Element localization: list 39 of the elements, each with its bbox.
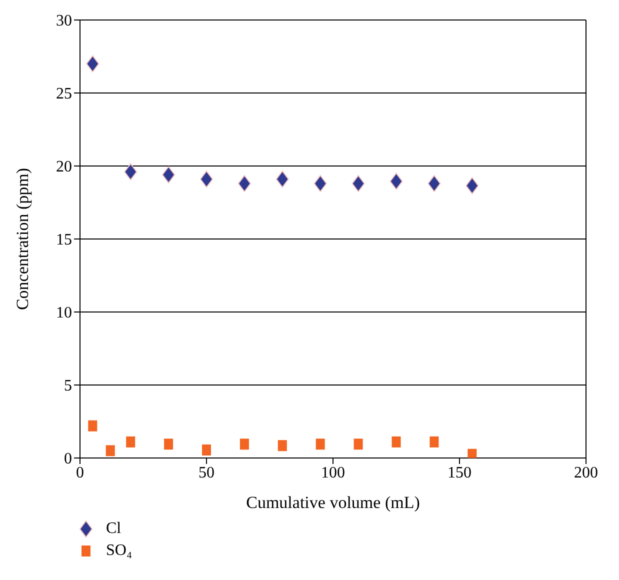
y-tick-label: 5 <box>64 378 72 395</box>
x-tick-label: 50 <box>198 464 214 482</box>
point <box>352 175 365 192</box>
x-tick-label: 0 <box>76 464 84 482</box>
legend-label: SO₄ <box>106 542 132 560</box>
x-tick-label: 200 <box>574 464 598 482</box>
point <box>240 438 249 450</box>
y-axis-title: Concentration (ppm) <box>13 168 32 310</box>
x-axis-title: Cumulative volume (mL) <box>246 493 420 512</box>
point <box>106 445 115 456</box>
y-tick-label: 0 <box>64 450 72 468</box>
point <box>200 170 213 188</box>
y-tick-label: 10 <box>56 304 72 322</box>
point <box>354 438 363 450</box>
point <box>468 448 477 458</box>
point <box>316 438 325 450</box>
legend-label: Cl <box>106 520 122 538</box>
point <box>238 175 251 192</box>
point <box>88 420 98 432</box>
x-tick-label: 100 <box>321 464 345 482</box>
point <box>276 170 289 188</box>
point <box>428 175 441 192</box>
x-tick-label: 150 <box>448 464 472 482</box>
y-tick-label: 30 <box>56 12 72 30</box>
point <box>202 444 211 456</box>
point <box>162 166 176 184</box>
y-tick-label: 20 <box>56 158 72 176</box>
point <box>164 438 174 450</box>
point <box>466 177 479 194</box>
point <box>392 436 401 448</box>
point <box>430 436 439 448</box>
y-tick-label: 25 <box>56 86 72 103</box>
point <box>126 436 136 448</box>
y-tick-label: 15 <box>56 232 72 249</box>
point <box>390 172 403 190</box>
point <box>124 163 138 180</box>
point <box>86 55 100 72</box>
point <box>314 175 327 192</box>
point <box>278 440 287 452</box>
